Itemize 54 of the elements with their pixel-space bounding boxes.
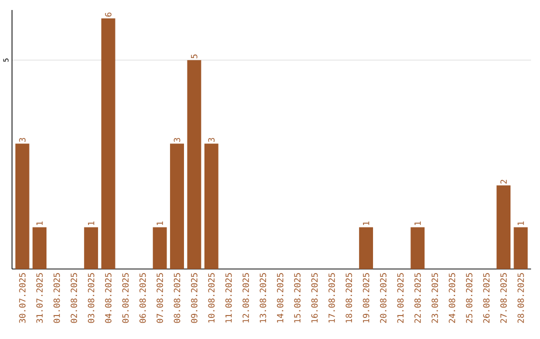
x-tick-label: 28.08.2025 xyxy=(518,273,524,323)
data-label: 1 xyxy=(414,222,421,226)
bar xyxy=(15,144,30,270)
bar xyxy=(32,227,46,270)
x-tick-label: 13.08.2025 xyxy=(260,273,266,323)
x-tick-label: 10.08.2025 xyxy=(208,273,215,323)
bar xyxy=(187,60,202,270)
x-tick-label: 27.08.2025 xyxy=(500,273,507,323)
x-tick-label: 01.08.2025 xyxy=(54,273,60,324)
x-tick-label: 22.08.2025 xyxy=(414,273,421,323)
x-tick-label: 30.07.2025 xyxy=(19,273,26,324)
x-tick-label: 09.08.2025 xyxy=(190,273,198,324)
bar xyxy=(204,144,218,270)
x-tick-label: 06.08.2025 xyxy=(139,273,146,324)
x-tick-label: 31.07.2025 xyxy=(36,273,43,324)
data-label: 1 xyxy=(518,222,524,226)
x-tick-label: 05.08.2025 xyxy=(122,273,129,324)
x-tick-label: 15.08.2025 xyxy=(294,273,301,323)
x-tick-label: 16.08.2025 xyxy=(311,273,318,323)
data-label: 1 xyxy=(88,222,94,226)
bar xyxy=(359,227,374,270)
data-label: 2 xyxy=(500,180,507,184)
data-label: 1 xyxy=(156,222,163,226)
x-tick-label: 20.08.2025 xyxy=(380,273,386,323)
x-tick-label: 19.08.2025 xyxy=(362,273,370,323)
x-tick-label: 02.08.2025 xyxy=(70,273,78,324)
data-label: 6 xyxy=(105,12,112,17)
x-tick-label: 21.08.2025 xyxy=(397,273,404,323)
x-tick-label: 11.08.2025 xyxy=(225,273,232,323)
x-tick-label: 14.08.2025 xyxy=(276,273,284,323)
data-label: 1 xyxy=(36,222,43,226)
bar xyxy=(101,18,116,270)
data-label: 3 xyxy=(19,138,26,142)
bar xyxy=(514,227,528,270)
x-tick-label: 24.08.2025 xyxy=(448,273,456,323)
x-tick-label: 25.08.2025 xyxy=(466,273,472,323)
data-label: 1 xyxy=(362,222,370,226)
data-label: 3 xyxy=(208,138,215,142)
bar xyxy=(84,227,98,270)
x-tick-label: 07.08.2025 xyxy=(156,273,164,324)
data-label: 5 xyxy=(191,54,198,58)
x-tick-label: 18.08.2025 xyxy=(346,273,352,323)
x-tick-label: 17.08.2025 xyxy=(328,273,335,323)
x-tick-label: 26.08.2025 xyxy=(483,273,490,323)
bar xyxy=(410,227,425,270)
bar xyxy=(152,227,167,270)
bar xyxy=(170,144,184,270)
x-tick-label: 12.08.2025 xyxy=(242,273,249,323)
x-tick-label: 03.08.2025 xyxy=(88,273,94,324)
data-label: 3 xyxy=(174,138,180,142)
x-tick-label: 23.08.2025 xyxy=(432,273,438,323)
x-tick-label: 04.08.2025 xyxy=(105,273,112,324)
bar xyxy=(496,186,511,270)
x-tick-label: 08.08.2025 xyxy=(174,273,180,324)
